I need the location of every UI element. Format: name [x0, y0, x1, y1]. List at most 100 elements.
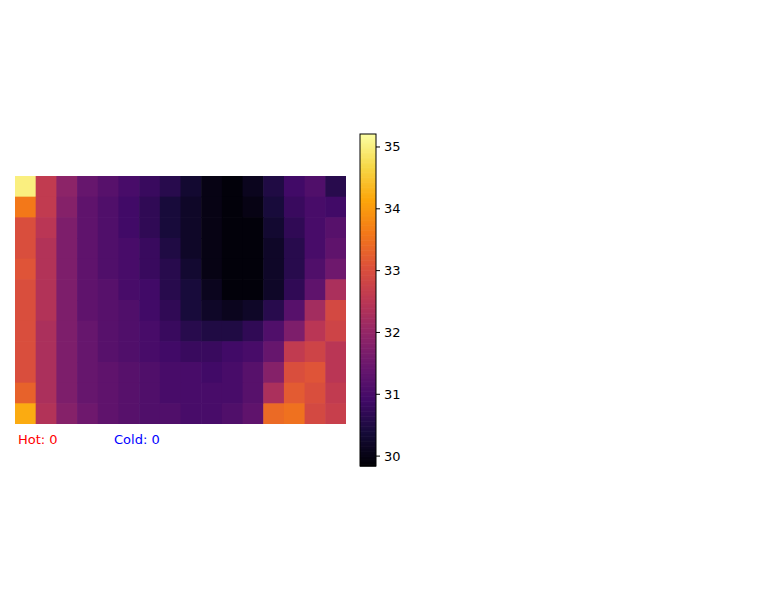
- cell: [243, 176, 264, 197]
- cell: [222, 197, 243, 218]
- colorbar-tick: [376, 456, 380, 457]
- cell: [77, 300, 98, 321]
- cell: [284, 238, 305, 259]
- cell: [263, 341, 284, 362]
- cell: [305, 279, 326, 300]
- figure: 303132333435Hot: 0Cold: 0: [0, 0, 772, 600]
- cell: [222, 383, 243, 404]
- cell: [305, 238, 326, 259]
- cell: [15, 238, 36, 259]
- cell: [56, 341, 77, 362]
- colorbar-tick: [376, 394, 380, 395]
- cell: [181, 341, 202, 362]
- cell: [160, 279, 181, 300]
- cell: [263, 176, 284, 197]
- cell: [305, 300, 326, 321]
- cell: [284, 341, 305, 362]
- cell: [284, 403, 305, 424]
- cell: [222, 176, 243, 197]
- cell: [201, 321, 222, 342]
- cell: [36, 383, 57, 404]
- cell: [243, 321, 264, 342]
- cell: [15, 321, 36, 342]
- cell: [222, 321, 243, 342]
- cell: [284, 362, 305, 383]
- cell: [77, 197, 98, 218]
- cell: [222, 259, 243, 280]
- cell: [325, 321, 346, 342]
- cell: [118, 176, 139, 197]
- cell: [139, 176, 160, 197]
- cell: [98, 176, 119, 197]
- cell: [118, 197, 139, 218]
- cell: [15, 279, 36, 300]
- cell: [36, 217, 57, 238]
- cell: [56, 259, 77, 280]
- cell: [36, 197, 57, 218]
- cell: [36, 321, 57, 342]
- cell: [325, 403, 346, 424]
- cell: [201, 176, 222, 197]
- cell: [325, 217, 346, 238]
- cell: [98, 362, 119, 383]
- cell: [284, 217, 305, 238]
- cell: [139, 259, 160, 280]
- cell: [36, 176, 57, 197]
- colorbar-tick-label: 34: [384, 201, 401, 216]
- cell: [98, 321, 119, 342]
- cell: [243, 403, 264, 424]
- cell: [36, 362, 57, 383]
- cell: [15, 341, 36, 362]
- cell: [243, 279, 264, 300]
- cell: [139, 341, 160, 362]
- cell: [139, 279, 160, 300]
- cell: [36, 279, 57, 300]
- colorbar-tick: [376, 270, 380, 271]
- cell: [201, 403, 222, 424]
- cell: [98, 259, 119, 280]
- cell: [160, 259, 181, 280]
- cell: [56, 176, 77, 197]
- cell: [305, 176, 326, 197]
- cell: [98, 238, 119, 259]
- cell: [139, 362, 160, 383]
- cell: [56, 238, 77, 259]
- cell: [77, 217, 98, 238]
- colorbar-tick: [376, 332, 380, 333]
- cell: [181, 321, 202, 342]
- cell: [181, 259, 202, 280]
- colorbar-tick-label: 35: [384, 139, 401, 154]
- cell: [56, 197, 77, 218]
- cell: [243, 217, 264, 238]
- cell: [305, 259, 326, 280]
- cell: [15, 176, 36, 197]
- cell: [77, 403, 98, 424]
- cell: [201, 279, 222, 300]
- annotation: Cold: 0: [114, 432, 160, 447]
- cell: [36, 259, 57, 280]
- cell: [201, 197, 222, 218]
- cell: [305, 217, 326, 238]
- cell: [325, 238, 346, 259]
- cell: [263, 383, 284, 404]
- cell: [118, 341, 139, 362]
- cell: [77, 279, 98, 300]
- cell: [284, 300, 305, 321]
- colorbar-frame: [360, 134, 376, 466]
- cell: [118, 279, 139, 300]
- cell: [305, 321, 326, 342]
- cell: [56, 217, 77, 238]
- cell: [243, 259, 264, 280]
- cell: [139, 217, 160, 238]
- cell: [36, 341, 57, 362]
- cell: [284, 383, 305, 404]
- cell: [118, 238, 139, 259]
- cell: [263, 300, 284, 321]
- cell: [56, 383, 77, 404]
- cell: [98, 383, 119, 404]
- cell: [98, 300, 119, 321]
- cell: [36, 403, 57, 424]
- cell: [181, 197, 202, 218]
- colorbar-tick: [376, 208, 380, 209]
- cell: [77, 341, 98, 362]
